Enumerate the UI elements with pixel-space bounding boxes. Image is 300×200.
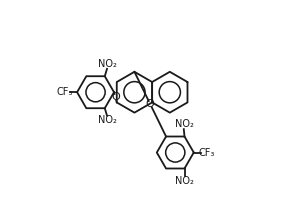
Text: CF₃: CF₃ <box>198 148 215 158</box>
Text: CF₃: CF₃ <box>56 87 72 97</box>
Text: NO₂: NO₂ <box>175 176 194 186</box>
Text: NO₂: NO₂ <box>175 119 194 129</box>
Text: NO₂: NO₂ <box>98 115 117 125</box>
Text: NO₂: NO₂ <box>98 59 117 69</box>
Text: O: O <box>111 92 120 102</box>
Text: O: O <box>146 99 154 109</box>
